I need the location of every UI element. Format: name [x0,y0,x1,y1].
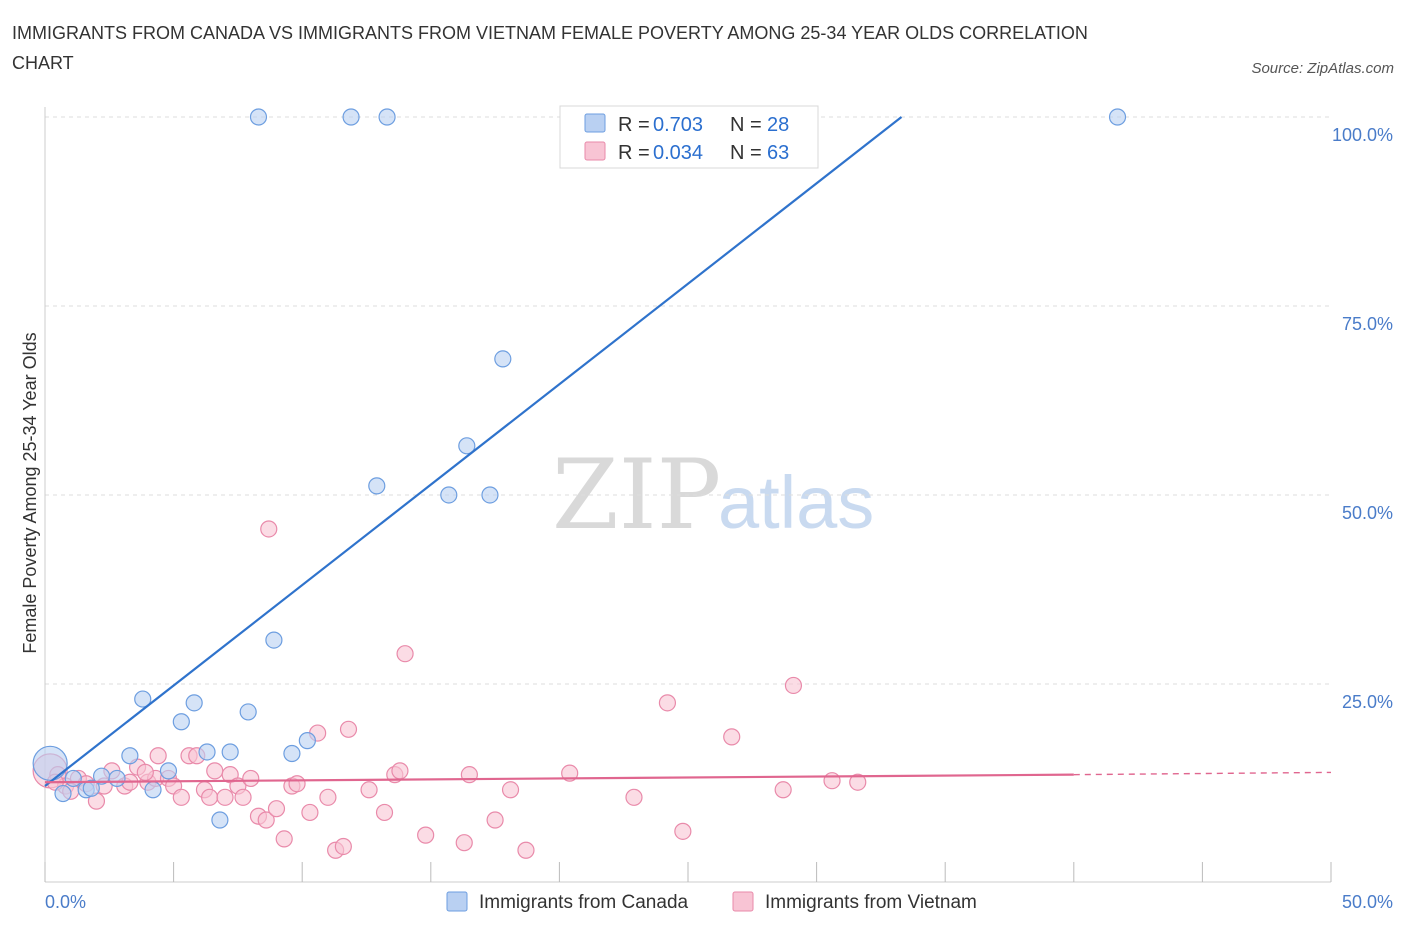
vietnam-point [486,811,504,829]
y-axis-label: Female Poverty Among 25-34 Year Olds [20,332,40,653]
canada-point [458,437,476,455]
bottom-legend-swatch-vietnam [732,891,754,912]
chart-title: IMMIGRANTS FROM CANADA VS IMMIGRANTS FRO… [12,23,1088,73]
canada-point [185,694,203,712]
bottom-legend-canada: Immigrants from Canada [479,892,689,913]
legend-n-label: N = [730,142,762,164]
vietnam-point [267,800,286,818]
vietnam-point [774,781,792,799]
vietnam-point [417,826,435,844]
vietnam-point [561,764,579,782]
vietnam-point [216,788,234,806]
canada-point [378,108,396,126]
canada-point [440,486,458,504]
bottom-legend-vietnam: Immigrants from Vietnam [765,892,977,913]
vietnam-point [375,803,394,822]
vietnam-point [674,822,692,840]
vietnam-point [391,762,409,780]
vietnam-point [257,811,275,829]
vietnam-point [234,788,252,806]
canada-point [368,477,386,495]
vietnam-point [501,781,520,799]
bottom-legend-swatch-canada [446,891,468,912]
tick-labels: 25.0% 50.0% 75.0% 100.0% 0.0% 50.0% [45,125,1393,912]
legend-r-vietnam: 0.034 [653,142,703,164]
x-tick-label: 50.0% [1342,892,1393,912]
vietnam-trend-extension [1073,771,1332,776]
canada-point [342,108,360,126]
vietnam-point [517,841,535,859]
canada-point [54,784,72,803]
canada-point [283,744,301,763]
legend-r-canada: 0.703 [653,114,703,136]
canada-point [64,769,82,788]
series-legend: Immigrants from Canada Immigrants from V… [446,891,977,913]
vietnam-point [823,772,841,790]
canada-point [211,811,229,829]
legend-n-label: N = [730,114,762,136]
canada-point [198,743,216,761]
grid-lines [45,116,1331,685]
vietnam-points [32,520,867,859]
vietnam-point [260,520,278,538]
legend-r-label: R = [618,142,650,164]
canada-point [144,781,162,799]
vietnam-point [625,788,643,806]
vietnam-point [319,788,337,806]
vietnam-trend-line [44,773,1074,784]
vietnam-point [136,763,154,781]
vietnam-point [334,837,352,856]
canada-point [121,747,139,765]
legend-n-vietnam: 63 [767,142,789,164]
vietnam-point [723,728,741,746]
legend-r-label: R = [618,114,650,136]
x-tick-label: 0.0% [45,892,86,912]
vietnam-point [339,720,358,738]
canada-point [494,350,512,368]
canada-point [249,108,268,126]
y-tick-label: 25.0% [1342,692,1393,712]
vietnam-point [360,781,378,799]
vietnam-point [658,694,677,712]
canada-point [108,769,126,788]
vietnam-point [242,769,260,788]
y-tick-label: 75.0% [1342,314,1393,334]
correlation-legend: R = 0.703 N = 28 R = 0.034 N = 63 [559,105,819,169]
canada-points [32,108,1127,829]
vietnam-point [201,788,219,806]
trend-lines [44,116,1332,787]
vietnam-point [455,834,473,852]
canada-point [221,743,239,761]
vietnam-point [206,762,224,780]
legend-swatch-canada [584,113,606,133]
vietnam-point [172,788,190,806]
canada-point [1108,108,1127,126]
canada-point [265,631,283,649]
canada-point [82,779,100,797]
canada-point [159,762,178,780]
y-tick-label: 100.0% [1332,125,1393,145]
canada-point [481,486,499,504]
vietnam-point [301,803,319,822]
watermark-atlas: atlas [718,461,874,544]
vietnam-point [849,773,867,791]
vietnam-point [396,645,414,663]
canada-point [32,745,68,781]
vietnam-point [460,766,478,784]
canada-trend-line [44,116,903,787]
source-credit: Source: ZipAtlas.com [1251,60,1394,77]
vietnam-point [275,830,293,848]
canada-point [172,713,190,731]
vietnam-point [149,747,167,765]
canada-point [239,703,257,721]
canada-point [134,690,152,708]
vietnam-point [784,676,803,695]
y-tick-label: 50.0% [1342,503,1393,523]
legend-swatch-vietnam [584,141,606,161]
legend-n-canada: 28 [767,114,789,136]
vietnam-point [288,775,306,793]
canada-point [298,732,316,750]
